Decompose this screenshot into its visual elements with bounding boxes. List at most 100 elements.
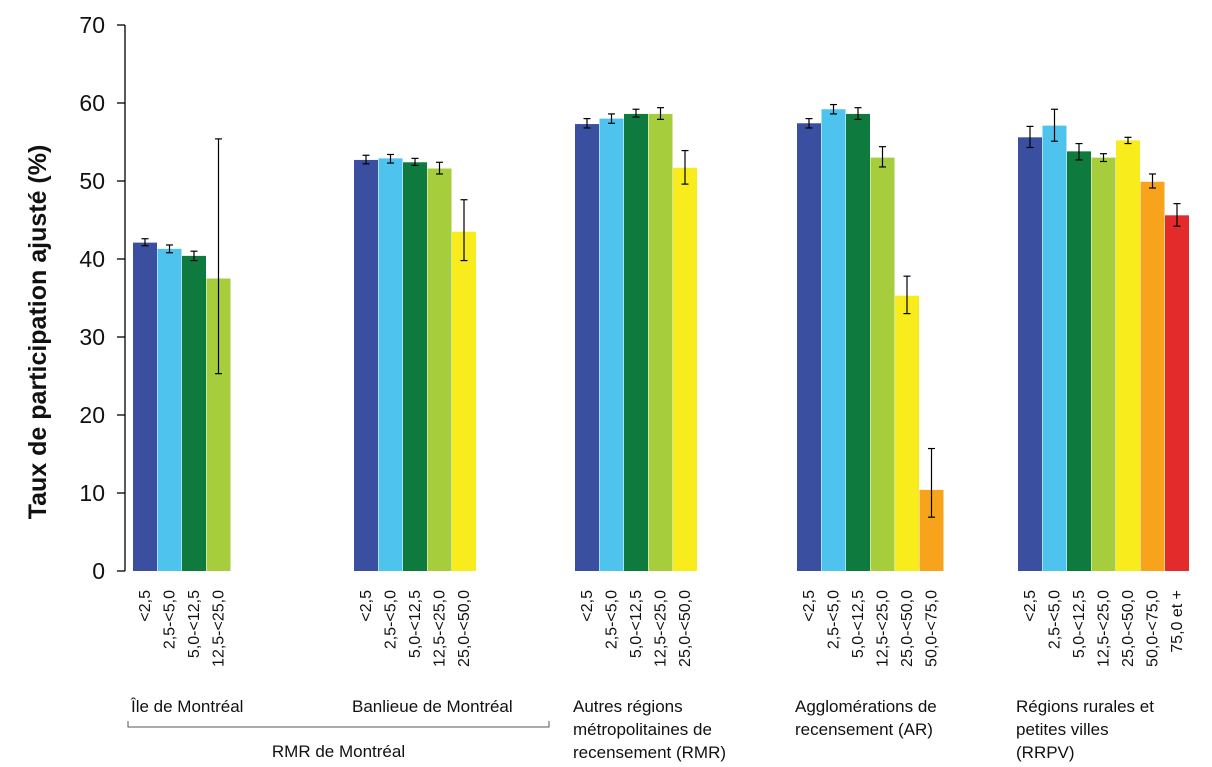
error-bar <box>681 149 689 185</box>
error-bar <box>215 138 222 375</box>
bar-group <box>575 107 697 572</box>
bar <box>354 159 378 571</box>
bar <box>1067 151 1091 572</box>
bar <box>1042 125 1067 572</box>
bars <box>133 103 1189 572</box>
error-bar <box>928 447 935 518</box>
y-axis-label: Taux de participation ajusté (%) <box>24 145 52 520</box>
error-bar <box>805 117 813 129</box>
super-group-label: RMR de Montréal <box>272 742 405 761</box>
x-tick-label: 5,0-<12,5 <box>1071 590 1088 658</box>
x-tick-label: <2,5 <box>801 590 818 622</box>
error-bar <box>903 275 911 315</box>
x-tick-label: 25,0-<50,0 <box>456 590 473 667</box>
bar <box>895 295 919 571</box>
x-tick-label: 5,0-<12,5 <box>628 590 645 658</box>
x-tick-label: 12,5-<25,0 <box>1096 590 1113 667</box>
x-tick-label: 25,0-<50,0 <box>677 590 694 667</box>
y-axis: 0 10 20 30 40 50 60 70 <box>79 12 126 584</box>
bar <box>1091 157 1116 571</box>
bar <box>846 113 870 572</box>
super-group-bracket <box>127 721 550 728</box>
bar <box>1018 137 1042 571</box>
bar-group <box>1018 108 1189 572</box>
error-bar <box>411 157 419 166</box>
y-tick-label: 0 <box>92 558 105 584</box>
bar <box>821 109 846 572</box>
error-bar <box>1075 142 1083 161</box>
x-tick-label: 2,5-<5,0 <box>826 590 843 649</box>
super-group-labels: RMR de Montréal <box>127 721 550 761</box>
x-tick-label: <2,5 <box>137 590 154 622</box>
x-tick-label: 25,0-<50,0 <box>899 590 916 667</box>
error-bar <box>166 244 173 254</box>
error-bar <box>1149 173 1156 189</box>
x-tick-label: 12,5-<25,0 <box>653 590 670 667</box>
x-tick-label: 12,5-<25,0 <box>875 590 892 667</box>
x-tick-label: 75,0 et + <box>1169 590 1186 653</box>
bar <box>624 113 648 572</box>
error-bar <box>583 117 591 129</box>
error-bar <box>830 103 837 115</box>
bar <box>452 231 476 571</box>
bar <box>378 158 403 571</box>
x-tick-label: 2,5-<5,0 <box>162 590 179 649</box>
error-bar <box>608 113 615 124</box>
y-tick-label: 40 <box>79 246 105 272</box>
x-tick-label: 2,5-<5,0 <box>604 590 621 649</box>
error-bar <box>436 161 443 175</box>
x-tick-label: <2,5 <box>579 590 596 622</box>
group-label: Île de Montréal <box>130 697 243 716</box>
error-bar <box>362 154 370 165</box>
bar <box>797 123 821 571</box>
bar <box>427 168 452 571</box>
x-tick-label: 5,0-<12,5 <box>186 590 203 658</box>
category-labels: <2,5 2,5-<5,0 5,0-<12,5 12,5-<25,0 <2,5 2,5-<… <box>137 590 1186 667</box>
x-tick-label: 2,5-<5,0 <box>383 590 400 649</box>
bar <box>1165 215 1189 571</box>
error-bar <box>141 238 149 247</box>
group-label: Autres régions métropolitaines de recensem… <box>573 697 726 762</box>
error-bar <box>1173 203 1181 227</box>
error-bar <box>1051 108 1058 142</box>
bar <box>403 162 427 571</box>
error-bar <box>1124 136 1132 145</box>
error-bar <box>387 153 394 164</box>
bar <box>673 167 697 572</box>
bar-group <box>797 103 944 572</box>
y-tick-label: 20 <box>79 402 105 428</box>
bar <box>1140 181 1165 571</box>
bar-group <box>133 138 231 572</box>
bar <box>133 242 157 571</box>
bar <box>182 255 206 571</box>
y-tick-label: 30 <box>79 324 105 350</box>
y-tick-label: 60 <box>79 90 105 116</box>
error-bar <box>854 107 862 120</box>
bar <box>648 113 673 572</box>
x-tick-label: 12,5-<25,0 <box>211 590 228 667</box>
bar <box>575 124 599 571</box>
error-bar <box>632 108 640 118</box>
error-bar <box>1100 153 1107 163</box>
x-tick-label: <2,5 <box>1022 590 1039 622</box>
error-bar <box>190 250 198 262</box>
x-tick-label: 2,5-<5,0 <box>1047 590 1064 649</box>
y-tick-label: 50 <box>79 168 105 194</box>
error-bar <box>460 199 468 262</box>
x-tick-label: 25,0-<50,0 <box>1120 590 1137 667</box>
x-tick-label: <2,5 <box>358 590 375 622</box>
group-label: Banlieue de Montréal <box>352 697 513 716</box>
bar-group <box>354 153 476 571</box>
group-label: Agglomérations de recensement (AR) <box>795 697 937 739</box>
y-tick-label: 70 <box>79 12 105 38</box>
x-tick-label: 12,5-<25,0 <box>432 590 449 667</box>
error-bar <box>1026 125 1034 149</box>
bar <box>1116 140 1140 571</box>
error-bar <box>657 107 664 120</box>
bar <box>157 248 182 572</box>
group-labels: Île de Montréal Banlieue de Montréal Autre… <box>130 697 1154 762</box>
bar <box>599 118 624 571</box>
group-label: Régions rurales et petites villes (RRPV) <box>1016 697 1154 762</box>
x-tick-label: 5,0-<12,5 <box>850 590 867 658</box>
